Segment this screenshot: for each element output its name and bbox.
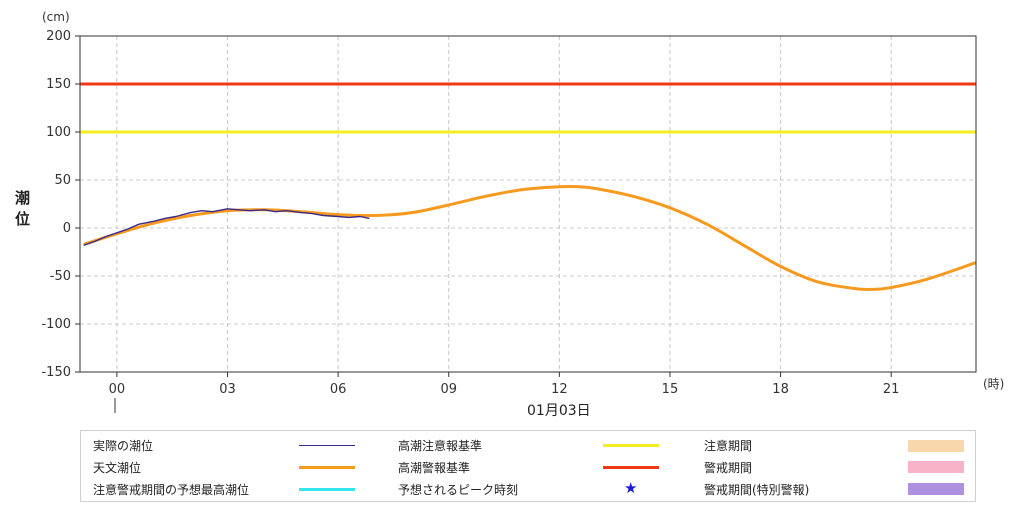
legend-swatch-predicted-max	[299, 488, 355, 491]
legend-swatch-warning-level	[603, 466, 659, 469]
y-tick-label: -100	[41, 317, 71, 332]
x-unit-label: (時)	[983, 377, 1004, 391]
legend-swatch-caution-period	[908, 440, 964, 452]
y-unit-label: (cm)	[42, 10, 70, 24]
y-tick-label: 200	[46, 29, 71, 44]
legend-swatch-astronomical	[299, 466, 355, 469]
legend-label-advisory-level: 高潮注意報基準	[398, 439, 483, 453]
x-tick-label: 06	[330, 382, 347, 397]
y-tick-label: 150	[46, 77, 71, 92]
series	[83, 184, 977, 292]
legend-label-predicted-max: 注意警戒期間の予想最高潮位	[93, 483, 250, 497]
legend-label-special-warning-period: 警戒期間(特別警報)	[704, 483, 810, 497]
legend-swatch-special-warning-period	[908, 483, 964, 495]
plot-frame	[79, 35, 977, 373]
x-tick-label: 09	[440, 382, 457, 397]
legend: 実際の潮位 天文潮位 注意警戒期間の予想最高潮位 高潮注意報基準 高潮警報基準 …	[80, 430, 976, 502]
legend-label-astronomical: 天文潮位	[93, 461, 142, 475]
date-label: 01月03日	[527, 403, 591, 419]
legend-label-warning-level: 高潮警報基準	[398, 461, 471, 475]
x-tick-label: 00	[109, 382, 126, 397]
legend-label-peak-time: 予想されるピーク時刻	[398, 483, 519, 497]
x-tick-label: 15	[662, 382, 679, 397]
y-tick-label: 50	[54, 173, 71, 188]
x-tick-label: 21	[883, 382, 900, 397]
star-icon: ★	[624, 479, 638, 497]
y-tick-label: -150	[41, 365, 71, 380]
series-line-observed-tide	[83, 208, 370, 246]
series-line-astronomical-tide	[83, 184, 977, 292]
y-axis-title-char-2: 位	[15, 210, 30, 228]
y-tick-label: -50	[50, 269, 71, 284]
y-tick-label: 100	[46, 125, 71, 140]
reference-lines	[80, 82, 976, 134]
tide-chart: (cm) (時) 潮 位 01月03日 -150-100-50050100150…	[15, 10, 1004, 419]
y-axis-title-char-1: 潮	[15, 189, 30, 207]
y-tick-label: 0	[63, 221, 71, 236]
x-tick-label: 18	[772, 382, 789, 397]
x-tick-label: 12	[551, 382, 568, 397]
legend-swatch-advisory-level	[603, 444, 659, 447]
tick-labels: -150 -100 -50 0 50 100 150 200 00 03 06 09 12 15 18 21	[41, 29, 899, 397]
grid	[80, 35, 976, 373]
legend-swatch-warning-period	[908, 461, 964, 473]
legend-label-warning-period: 警戒期間	[704, 461, 753, 475]
legend-label-actual: 実際の潮位	[93, 439, 154, 453]
legend-label-caution-period: 注意期間	[704, 439, 753, 453]
legend-swatch-actual	[299, 445, 355, 446]
x-tick-label: 03	[219, 382, 236, 397]
